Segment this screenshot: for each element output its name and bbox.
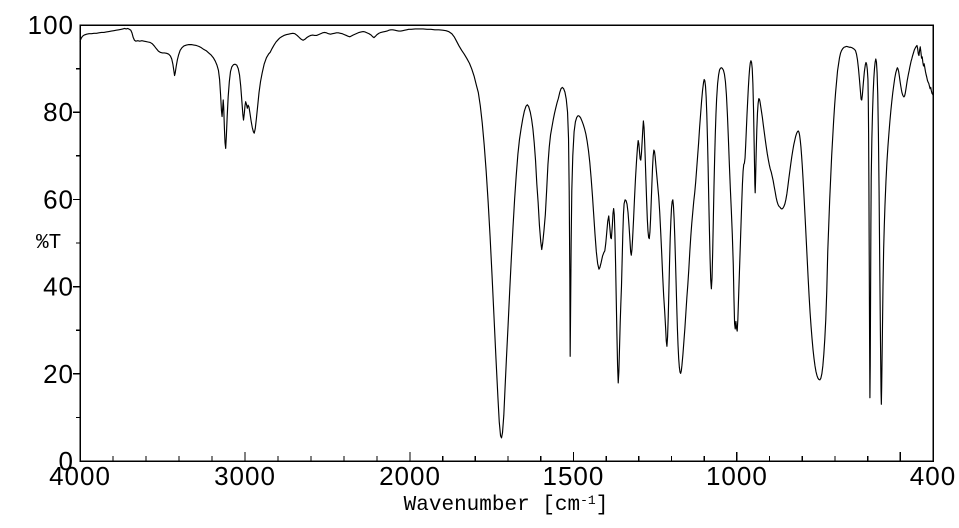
x-tick-label: 1000	[706, 461, 768, 491]
plot-frame	[79, 24, 934, 462]
x-axis-label-text: Wavenumber [cm	[403, 494, 581, 517]
y-tick-label: 60	[43, 184, 74, 214]
x-tick-label: 2000	[379, 461, 441, 491]
y-tick-label: 0	[59, 446, 74, 476]
x-tick-label: 400	[910, 461, 956, 491]
y-tick-label: 40	[43, 272, 74, 302]
x-axis-label: Wavenumber [cm-1]	[404, 493, 609, 517]
x-tick-label: 3000	[214, 461, 276, 491]
y-axis-label: %T	[36, 232, 62, 255]
x-tick-label: 4000	[49, 461, 111, 491]
spectrum-curve	[79, 27, 934, 439]
x-axis-label-superscript: -1	[580, 493, 596, 508]
x-tick-label: 1500	[543, 461, 605, 491]
x-axis-label-suffix: ]	[595, 494, 609, 517]
y-tick-label: 80	[43, 97, 74, 127]
y-tick-label: 20	[43, 359, 74, 389]
y-tick-label: 100	[28, 10, 74, 40]
